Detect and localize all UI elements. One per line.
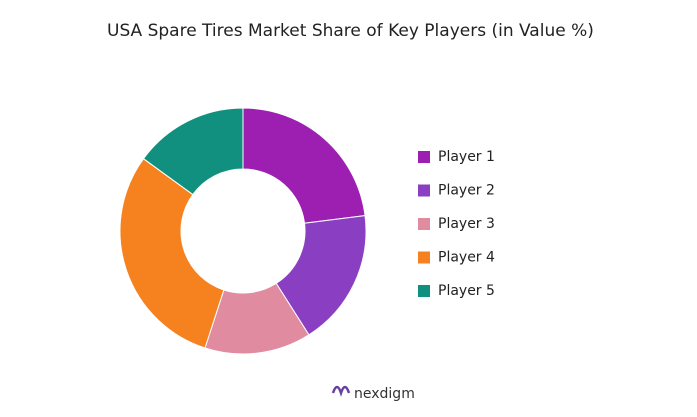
legend-label: Player 5	[438, 283, 495, 299]
legend-swatch	[418, 184, 430, 197]
donut-slice	[142, 107, 244, 196]
donut-slice	[119, 158, 225, 349]
brand-name: nexdigm	[354, 386, 415, 402]
legend-label: Player 2	[438, 183, 495, 199]
donut-slice	[275, 215, 367, 336]
chart-title: USA Spare Tires Market Share of Key Play…	[107, 21, 594, 41]
legend-swatch	[418, 285, 430, 297]
legend-label: Player 3	[438, 216, 495, 232]
legend-swatch	[418, 151, 430, 163]
brand-logo	[331, 385, 351, 397]
legend-label: Player 1	[438, 149, 495, 165]
donut-slice	[242, 107, 366, 224]
legend-swatch	[418, 218, 430, 230]
legend-swatch	[418, 251, 430, 264]
legend-label: Player 4	[438, 250, 495, 266]
